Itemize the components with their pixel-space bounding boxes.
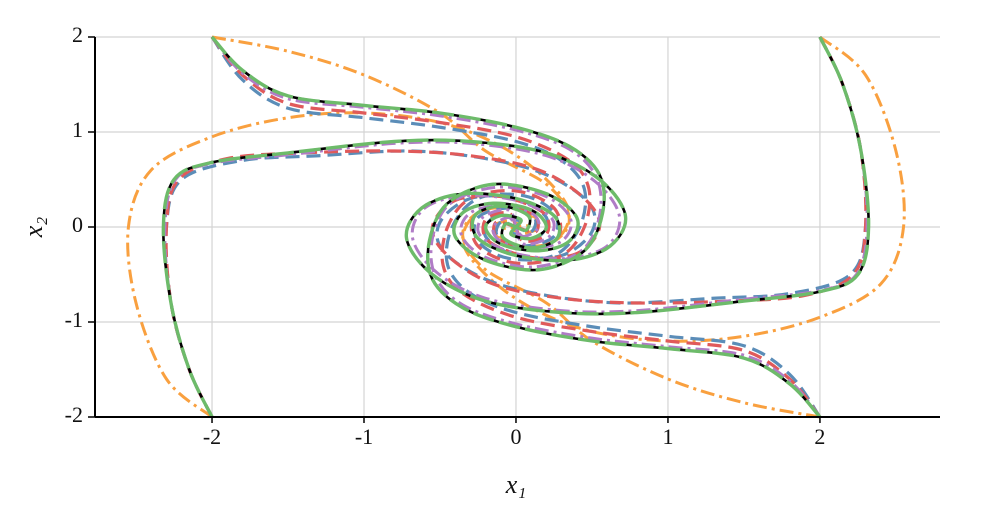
x-tick-label: 1 — [662, 424, 673, 449]
x-tick-label: -2 — [203, 424, 221, 449]
trajectory — [161, 35, 871, 419]
x-tick-label: 0 — [510, 424, 521, 449]
y-tick-label: 1 — [72, 117, 83, 142]
y-tick-label: 2 — [72, 22, 83, 47]
x-axis-label: x₁ — [505, 470, 527, 499]
plot-lines — [126, 35, 906, 419]
x-tick-label: 2 — [814, 424, 825, 449]
x-tick-label: -1 — [355, 424, 373, 449]
y-axis-label: x₂ — [19, 217, 48, 239]
axes: -2 -1 0 1 2 -2 -1 0 1 2 — [65, 22, 940, 449]
y-tick-label: -1 — [65, 307, 83, 332]
trajectory — [163, 36, 869, 418]
y-tick-label: -2 — [65, 402, 83, 427]
trajectory — [164, 36, 868, 418]
y-tick-label: 0 — [72, 212, 83, 237]
